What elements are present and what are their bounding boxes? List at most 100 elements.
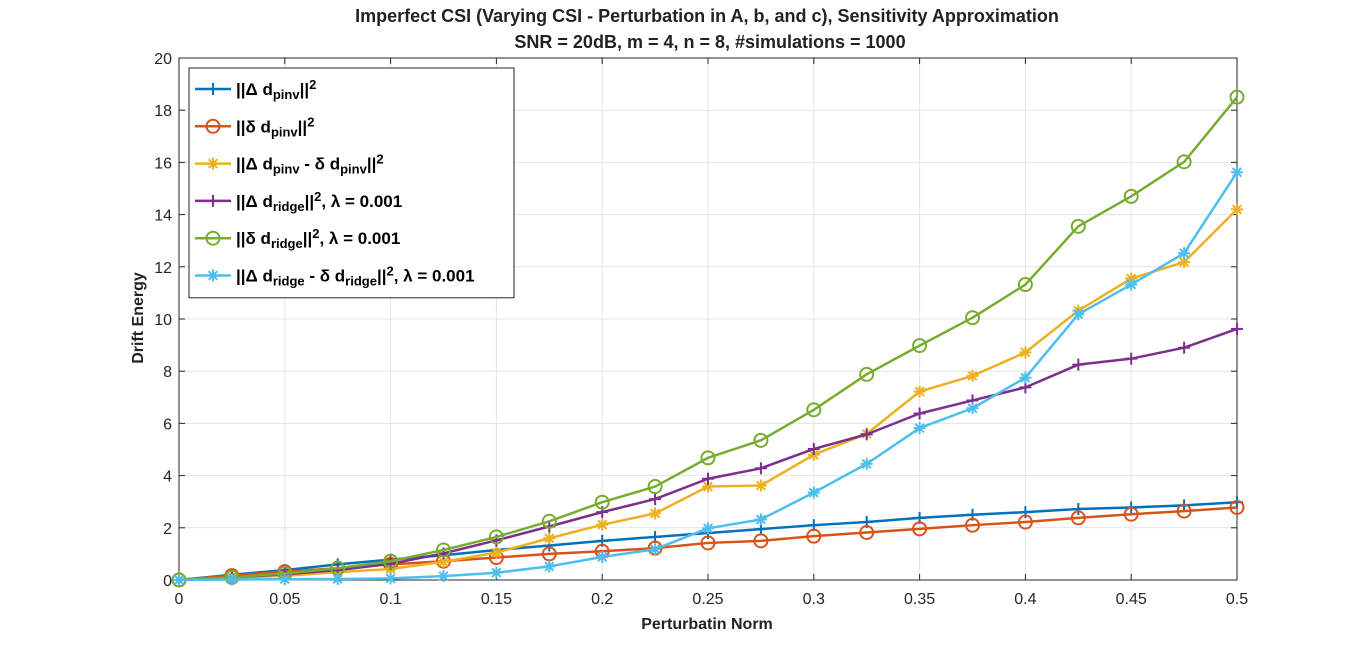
y-tick-label-1: 2 [163,521,172,538]
series-6-point-9 [649,543,662,556]
series-3-point-15 [966,369,979,382]
series-6-point-13 [860,457,873,470]
series-5-point-10 [700,450,716,466]
x-tick-label-2: 0.1 [379,591,401,608]
y-tick-label-8: 16 [154,155,172,172]
legend-marker-4 [207,194,219,207]
y-tick-label-0: 0 [163,573,172,590]
series-5-point-17 [1070,218,1086,234]
y-tick-label-6: 12 [154,260,172,277]
series-3-point-6 [490,546,503,559]
y-tick-label-10: 20 [154,51,172,68]
series-4-point-12 [807,442,820,455]
series-3-point-11 [754,479,767,492]
series-6-point-11 [754,513,767,526]
series-6-point-3 [331,572,344,585]
legend-label-5: ||δ dridge||2, λ = 0.001 [236,226,400,251]
series-6-point-20 [1231,166,1243,179]
series-5-point-16 [1017,277,1033,293]
legend-label-6-part-1: ridge [273,273,305,288]
series-6-point-4 [384,572,397,585]
series-5-point-15 [965,310,980,326]
legend-label-5-part-4: , λ = 0.001 [319,229,400,248]
legend-label-1-part-3: 2 [309,77,316,92]
series-1-point-17 [1072,503,1085,516]
x-tick-label-4: 0.2 [591,591,613,608]
legend-label-3-part-0: ||Δ d [236,155,273,174]
series-3-point-9 [649,507,662,520]
series-4-point-11 [754,462,767,475]
series-5 [171,89,1245,588]
legend-label-6: ||Δ dridge - δ dridge||2, λ = 0.001 [236,264,475,289]
legend-label-4-part-0: ||Δ d [236,192,273,211]
y-axis-ticks: 0 2 4 6 8 10 12 14 16 18 20 [154,51,1237,590]
legend-label-4: ||Δ dridge||2, λ = 0.001 [236,189,402,214]
y-tick-label-5: 10 [154,312,172,329]
series-2-point-15 [965,517,980,533]
series-5-line [178,96,1238,582]
legend-marker-5 [205,230,221,246]
series-5-point-12 [806,402,822,418]
y-tick-label-4: 8 [163,364,172,381]
y-tick-label-2: 4 [163,469,172,486]
series-6-point-16 [1019,371,1032,384]
x-tick-label-8: 0.4 [1014,591,1036,608]
series-4-point-18 [1125,352,1138,365]
series-6-point-6 [490,566,503,579]
legend-marker-1 [207,83,219,95]
series-6 [173,166,1243,586]
series-6-point-15 [966,402,979,415]
legend-label-2-part-1: pinv [271,124,298,139]
legend-entry-6: ||Δ dridge - δ dridge||2, λ = 0.001 [195,264,475,289]
series-5-point-11 [753,432,769,448]
legend-label-3-part-3: pinv [340,161,367,176]
legend-label-6-part-5: 2 [386,264,393,279]
x-axis-ticks: 0 0.05 0.1 0.15 0.2 0.25 0.3 0.35 0.4 0.45 0.5 [175,58,1248,608]
series-2-point-11 [753,533,769,549]
legend-label-4-part-3: 2 [314,189,321,204]
series-2-point-17 [1070,510,1086,526]
y-tick-label-3: 6 [163,416,172,433]
series-2-point-10 [700,535,716,551]
series-6-point-17 [1072,308,1085,321]
chart-subtitle: SNR = 20dB, m = 4, n = 8, #simulations =… [514,32,905,52]
legend-box [188,67,515,299]
series-3-point-16 [1019,346,1032,359]
series-5-point-9 [647,479,663,495]
series-3-point-7 [543,532,556,545]
legend-label-6-part-3: ridge [345,273,377,288]
series-5-point-8 [594,494,610,510]
series-3-point-14 [913,385,926,398]
y-tick-label-7: 14 [154,208,172,225]
legend-label-4-part-1: ridge [273,199,305,214]
legend-label-3-part-1: pinv [273,161,300,176]
series-6-point-18 [1125,278,1138,291]
series-5-point-13 [859,366,875,382]
series-2-point-7 [541,546,557,562]
legend-label-1-part-0: ||Δ d [236,80,273,99]
x-axis-label: Perturbatin Norm [641,616,773,633]
x-tick-label-5: 0.25 [692,591,723,608]
series-6-point-19 [1178,247,1191,260]
series-2-point-14 [912,521,928,537]
legend-label-5-part-0: ||δ d [236,229,271,248]
legend-marker-3 [207,157,219,170]
series-5-point-14 [912,338,928,354]
series-4-point-20 [1231,322,1243,335]
legend-label-3-part-4: || [367,155,377,174]
legend-entry-4: ||Δ dridge||2, λ = 0.001 [195,189,402,214]
chart-title: Imperfect CSI (Varying CSI - Perturbatio… [355,6,1059,26]
x-tick-label-0: 0 [175,591,184,608]
legend-label-1: ||Δ dpinv||2 [236,77,316,102]
series-6-point-5 [437,570,450,583]
series-5-point-19 [1176,154,1192,170]
legend-entry-3: ||Δ dpinv - δ dpinv||2 [195,152,384,176]
series-4-point-17 [1072,358,1085,371]
series-5-point-18 [1123,188,1139,204]
legend-label-2-part-0: ||δ d [236,117,271,136]
legend-label-3-part-2: - δ d [300,155,341,174]
series-5-point-20 [1229,89,1245,105]
legend-label-5-part-2: || [303,229,313,248]
series-3-point-20 [1231,203,1243,216]
series-2-point-16 [1017,514,1033,530]
